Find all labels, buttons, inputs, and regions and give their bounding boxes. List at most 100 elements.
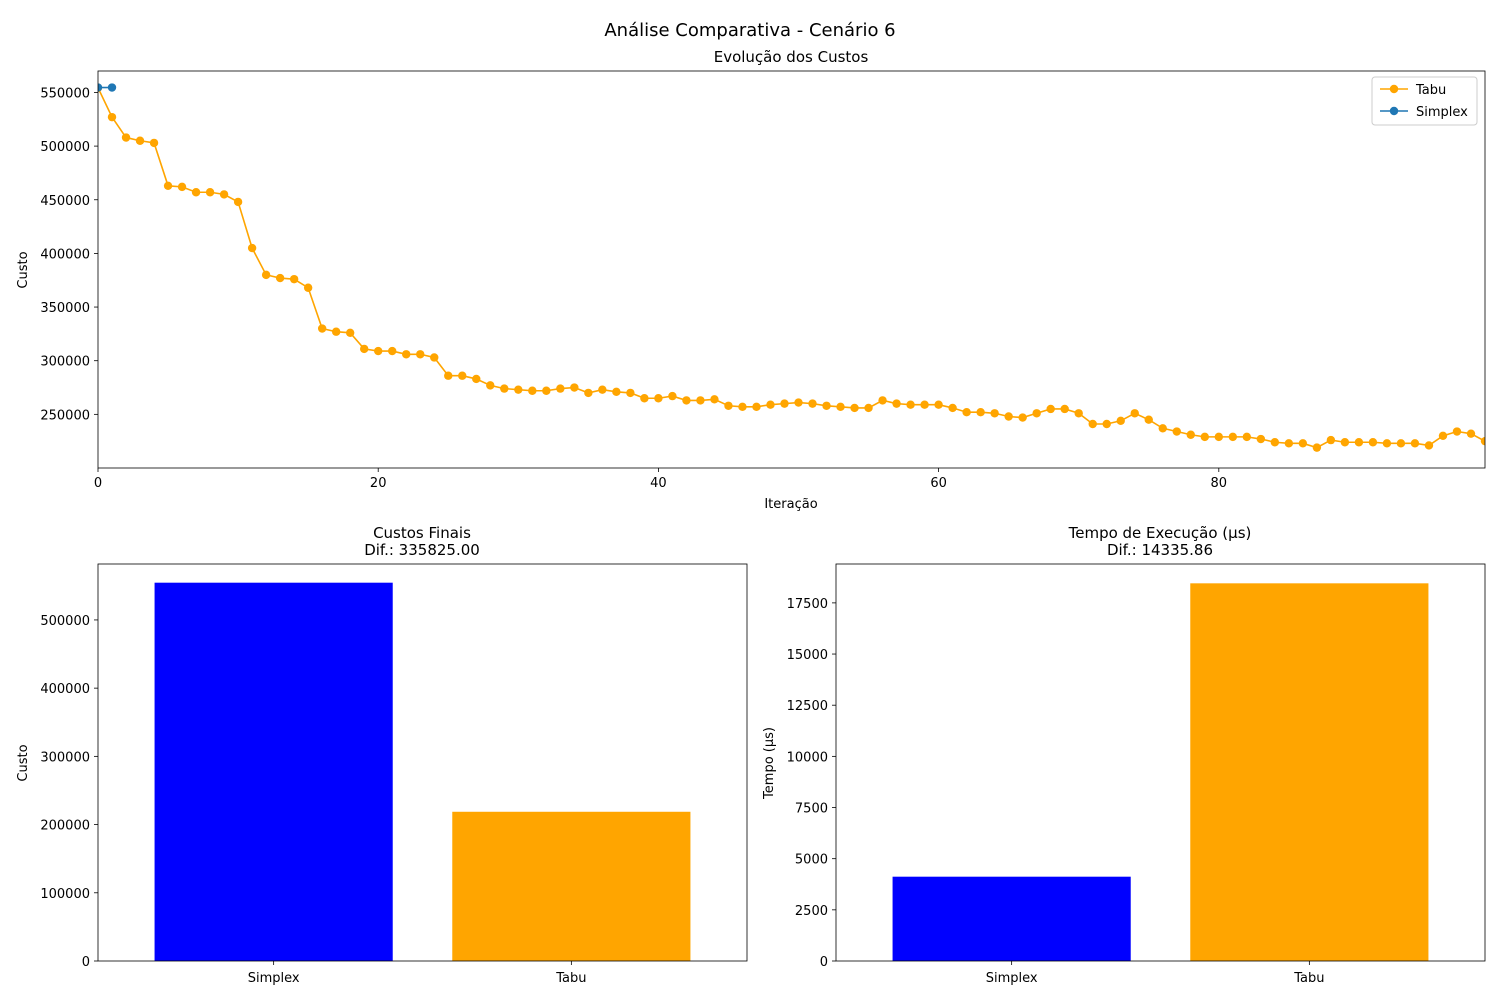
execution-time-frame [835, 563, 1486, 962]
data-point-tabu [247, 243, 257, 253]
final-costs-title: Custos Finais [373, 524, 471, 542]
data-point-tabu [430, 353, 439, 362]
x-tick-label: 0 [94, 476, 102, 491]
cost-evolution-frame [97, 70, 1486, 469]
data-point-tabu [1368, 438, 1378, 447]
data-point-tabu [1270, 438, 1280, 447]
data-point-tabu [822, 401, 831, 410]
execution-time-subtitle: Dif.: 14335.86 [1107, 541, 1213, 559]
y-tick-label: 2500 [795, 904, 828, 919]
cost-evolution-chart: Evolução dos Custos Iteração Custo 0 20 40… [16, 48, 1486, 512]
data-point-tabu [1480, 436, 1485, 446]
y-tick-label: 15000 [787, 648, 828, 663]
data-point-tabu [920, 400, 929, 409]
data-point-tabu [584, 388, 593, 398]
data-point-tabu [598, 385, 607, 394]
data-point-tabu [1242, 432, 1252, 442]
cost-evolution-xlabel: Iteração [764, 497, 817, 512]
legend-marker-simplex [1389, 106, 1399, 116]
data-point-tabu [654, 394, 663, 403]
y-tick-label: 500000 [40, 140, 90, 155]
data-point-tabu [1284, 439, 1294, 448]
y-tick-label: 350000 [40, 301, 90, 316]
data-point-tabu [289, 274, 299, 284]
y-tick-label: 450000 [40, 194, 90, 209]
final-costs-subtitle: Dif.: 335825.00 [364, 541, 480, 559]
data-point-tabu [317, 324, 327, 333]
data-point-tabu [205, 188, 215, 197]
cost-evolution-legend: Tabu Simplex [1371, 76, 1478, 126]
bar-simplex [154, 582, 393, 961]
data-point-tabu [864, 403, 873, 413]
data-point-tabu [345, 328, 355, 338]
data-point-tabu [177, 182, 187, 192]
data-point-tabu [444, 371, 453, 380]
y-tick-label: 100000 [40, 887, 90, 902]
data-point-tabu [1200, 432, 1209, 442]
y-tick-label: 500000 [40, 614, 90, 629]
data-point-tabu [1018, 413, 1027, 422]
data-point-tabu [1186, 430, 1195, 439]
cost-evolution-plot-area [98, 83, 1485, 452]
x-tick-label: 60 [930, 476, 947, 491]
x-tick-label: Tabu [1293, 971, 1324, 986]
y-tick-label: 400000 [40, 247, 90, 262]
data-point-tabu [219, 190, 229, 199]
data-point-tabu [1088, 419, 1097, 429]
data-point-tabu [738, 402, 747, 412]
y-tick-label: 400000 [40, 682, 90, 697]
x-tick-label: 20 [370, 476, 387, 491]
data-point-tabu [331, 327, 341, 336]
data-point-tabu [556, 384, 565, 393]
y-tick-label: 7500 [795, 802, 828, 817]
data-point-tabu [514, 385, 523, 394]
data-point-tabu [612, 387, 621, 397]
data-point-tabu [303, 283, 313, 292]
data-point-tabu [359, 344, 369, 354]
execution-time-title: Tempo de Execução (μs) [1068, 524, 1252, 542]
bar-tabu [1190, 583, 1429, 961]
data-point-tabu [682, 396, 691, 405]
data-point-tabu [1144, 415, 1153, 424]
data-point-tabu [1396, 439, 1406, 448]
data-point-tabu [1074, 409, 1083, 418]
data-point-tabu [570, 383, 579, 392]
y-tick-label: 200000 [40, 819, 90, 834]
data-point-tabu [724, 401, 733, 410]
data-point-tabu [149, 138, 159, 148]
data-point-tabu [107, 112, 117, 122]
final-costs-frame [97, 563, 748, 962]
y-tick-label: 0 [820, 955, 828, 970]
y-tick-label: 5000 [795, 853, 828, 868]
data-point-tabu [794, 398, 803, 407]
data-point-tabu [1116, 416, 1125, 425]
data-point-tabu [906, 400, 915, 409]
data-point-tabu [1228, 432, 1238, 442]
data-point-tabu [976, 408, 985, 417]
data-point-tabu [500, 384, 509, 393]
data-point-tabu [1214, 432, 1224, 442]
data-point-tabu [472, 374, 481, 384]
data-point-tabu [1438, 431, 1448, 441]
figure-suptitle: Análise Comparativa - Cenário 6 [604, 20, 895, 41]
data-point-tabu [163, 181, 173, 191]
data-point-tabu [1354, 438, 1364, 447]
x-tick-label: Simplex [248, 971, 300, 986]
data-point-tabu [121, 133, 131, 142]
bar-tabu [452, 811, 691, 961]
y-tick-label: 300000 [40, 750, 90, 765]
cost-evolution-ylabel: Custo [16, 251, 31, 288]
y-tick-label: 550000 [40, 86, 90, 101]
data-point-tabu [374, 346, 383, 356]
data-point-tabu [1466, 429, 1476, 438]
data-point-tabu [780, 399, 789, 408]
data-point-tabu [808, 399, 817, 408]
y-tick-label: 10000 [787, 750, 828, 765]
data-point-tabu [710, 395, 719, 404]
y-tick-label: 300000 [40, 355, 90, 370]
y-tick-label: 12500 [787, 699, 828, 714]
data-point-tabu [1256, 434, 1266, 444]
data-point-tabu [962, 408, 971, 417]
data-point-tabu [1326, 435, 1336, 445]
